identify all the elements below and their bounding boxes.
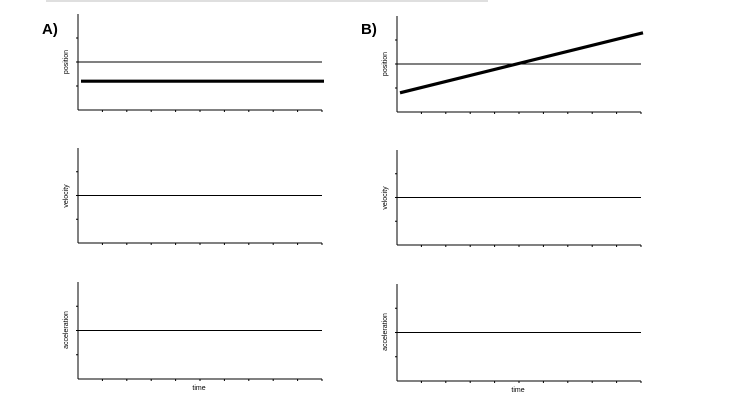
- panel-a: A) position velocity acceleration time: [42, 14, 324, 392]
- panel-a-acceleration-label: acceleration: [63, 311, 70, 349]
- panel-a-position-graph: position: [63, 14, 324, 112]
- panel-b-position-label: position: [382, 52, 389, 76]
- panel-a-position-label: position: [63, 50, 70, 74]
- panel-b-velocity-graph: velocity: [382, 150, 642, 247]
- panel-b: B) position velocity acceleration time: [361, 16, 644, 394]
- panel-a-letter: A): [42, 21, 58, 38]
- panel-b-time-label: time: [511, 387, 524, 394]
- panel-a-velocity-graph: velocity: [63, 148, 323, 245]
- panel-b-velocity-label: velocity: [382, 186, 389, 210]
- panel-a-velocity-label: velocity: [63, 184, 70, 208]
- panel-b-acceleration-graph: acceleration: [382, 284, 642, 383]
- panel-b-position-graph: position: [382, 16, 644, 114]
- motion-line: [399, 31, 644, 95]
- panel-b-letter: B): [361, 21, 377, 38]
- panel-a-time-label: time: [192, 385, 205, 392]
- panel-b-acceleration-label: acceleration: [382, 313, 389, 351]
- panel-a-acceleration-graph: acceleration: [63, 282, 323, 381]
